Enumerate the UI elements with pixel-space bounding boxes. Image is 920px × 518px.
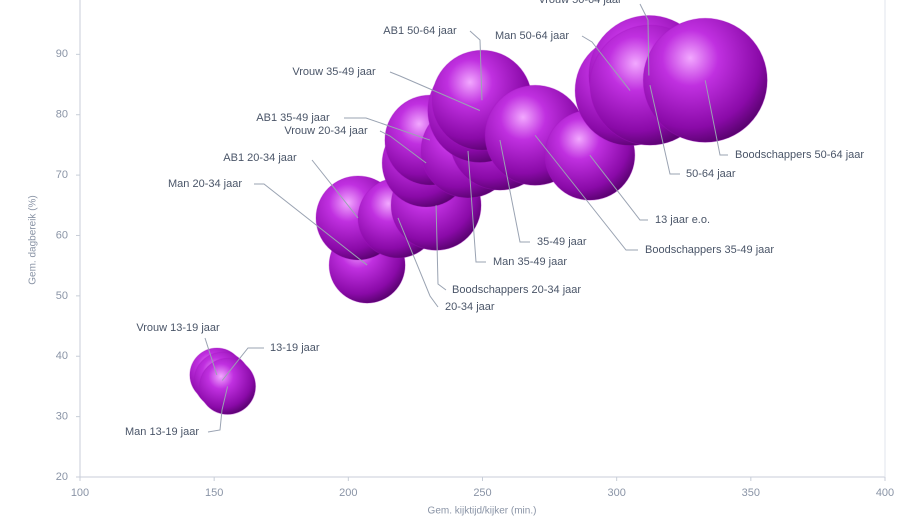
bubble-label: Boodschappers 35-49 jaar [645,244,774,256]
leader-line [311,159,359,219]
leader-line [649,85,680,175]
bubble-label: 13-19 jaar [270,342,320,354]
bubble-label: Vrouw 35-49 jaar [292,66,376,78]
bubble-label: 35-49 jaar [537,236,587,248]
x-tick-label: 250 [473,487,491,499]
bubble-label: AB1 50-64 jaar [383,25,457,37]
leader-line [581,35,631,91]
leader-line [344,117,431,141]
x-tick-label: 300 [607,487,625,499]
y-tick-label: 80 [56,109,68,121]
bubble-label: 13 jaar e.o. [655,214,710,226]
bubble-label: Vrouw 50-64 jaar [538,0,622,6]
bubble-label: Vrouw 13-19 jaar [136,322,220,334]
bubble-label: Boodschappers 50-64 jaar [735,149,864,161]
leader-line [254,183,368,266]
leader-line [534,134,638,251]
bubble-label: Man 20-34 jaar [168,178,242,190]
y-tick-label: 60 [56,229,68,241]
y-tick-label: 50 [56,290,68,302]
bubble [642,17,768,143]
leader-line [207,386,229,433]
leader-line [467,150,486,263]
y-tick-label: 40 [56,350,68,362]
leader-line [639,3,650,76]
leader-line [397,217,439,308]
bubble-label: Man 13-19 jaar [125,426,199,438]
y-tick-label: 90 [56,48,68,60]
y-axis-title: Gem. dagbereik (%) [28,195,39,284]
leader-line [389,71,481,111]
leader-line [221,347,264,381]
x-tick-label: 150 [205,487,223,499]
y-tick-label: 30 [56,411,68,423]
bubble-label: Boodschappers 20-34 jaar [452,284,581,296]
leader-line [204,337,218,376]
bubble-label: Vrouw 20-34 jaar [284,125,368,137]
bubble-label: 50-64 jaar [686,168,736,180]
x-tick-label: 100 [71,487,89,499]
leader-line [379,130,427,164]
bubble-label: AB1 35-49 jaar [256,112,330,124]
x-tick-label: 400 [876,487,894,499]
bubble-label: AB1 20-34 jaar [223,152,297,164]
bubble-label: Man 35-49 jaar [493,256,567,268]
leader-line [499,139,530,243]
leader-line [589,154,648,221]
x-tick-label: 200 [339,487,357,499]
bubble-label: 20-34 jaar [445,301,495,313]
leader-line [469,30,483,101]
bubble-label: Man 50-64 jaar [495,30,569,42]
y-tick-label: 70 [56,169,68,181]
leader-line [435,205,447,291]
x-axis-title: Gem. kijktijd/kijker (min.) [428,506,537,517]
leader-line [704,80,728,156]
y-tick-label: 20 [56,471,68,483]
x-tick-label: 350 [742,487,760,499]
